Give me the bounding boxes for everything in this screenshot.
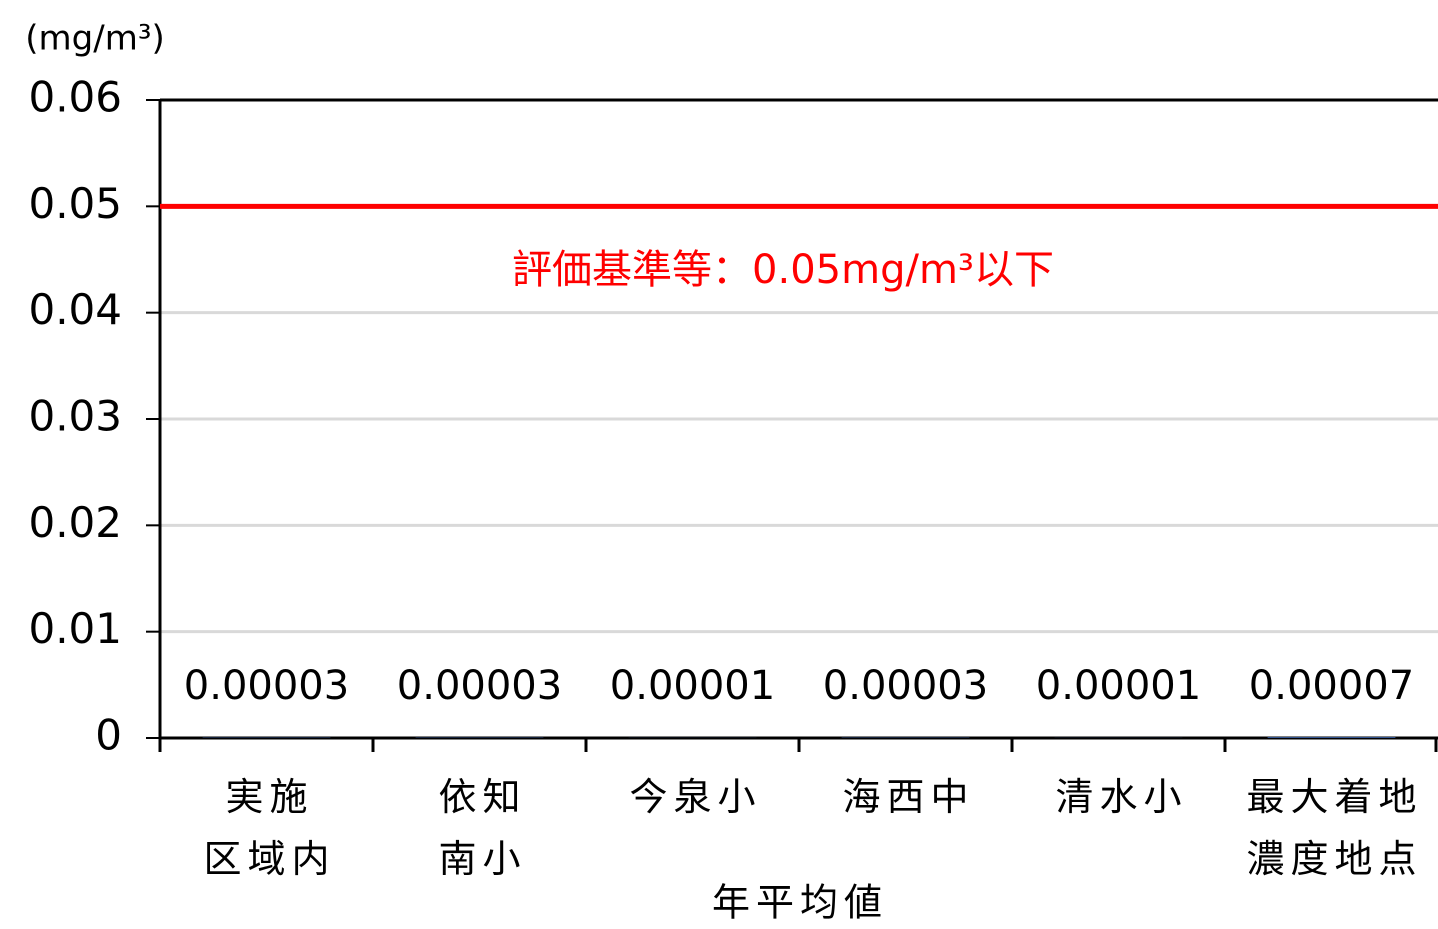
x-tick-label: 依知 南小 <box>438 775 527 881</box>
data-label: 0.00001 <box>610 663 775 709</box>
y-tick-label: 0.05 <box>28 179 122 228</box>
reference-label: 評価基準等：0.05mg/m³以下 <box>512 247 1054 293</box>
y-tick-label: 0 <box>95 711 122 760</box>
x-axis-label: 年平均値 <box>712 881 888 925</box>
data-label: 0.00001 <box>1036 663 1201 709</box>
x-tick-label: 海西中 <box>842 775 975 819</box>
y-tick-label: 0.01 <box>28 604 122 653</box>
y-tick-label: 0.06 <box>28 73 122 122</box>
x-tick-label: 清水小 <box>1055 775 1188 819</box>
x-tick-label: 実施 区域内 <box>203 775 336 881</box>
y-tick-label: 0.03 <box>28 392 122 441</box>
data-label: 0.00003 <box>397 663 562 709</box>
bar <box>1267 737 1396 738</box>
x-tick-label: 最大着地 濃度地点 <box>1246 775 1423 881</box>
data-label: 0.00003 <box>823 663 988 709</box>
x-tick-label: 今泉小 <box>629 775 762 819</box>
data-label: 0.00003 <box>184 663 349 709</box>
y-tick-label: 0.02 <box>28 498 122 547</box>
y-axis-label: (mg/m³) <box>25 19 164 59</box>
y-tick-label: 0.04 <box>28 285 122 334</box>
data-label: 0.00007 <box>1249 663 1414 709</box>
